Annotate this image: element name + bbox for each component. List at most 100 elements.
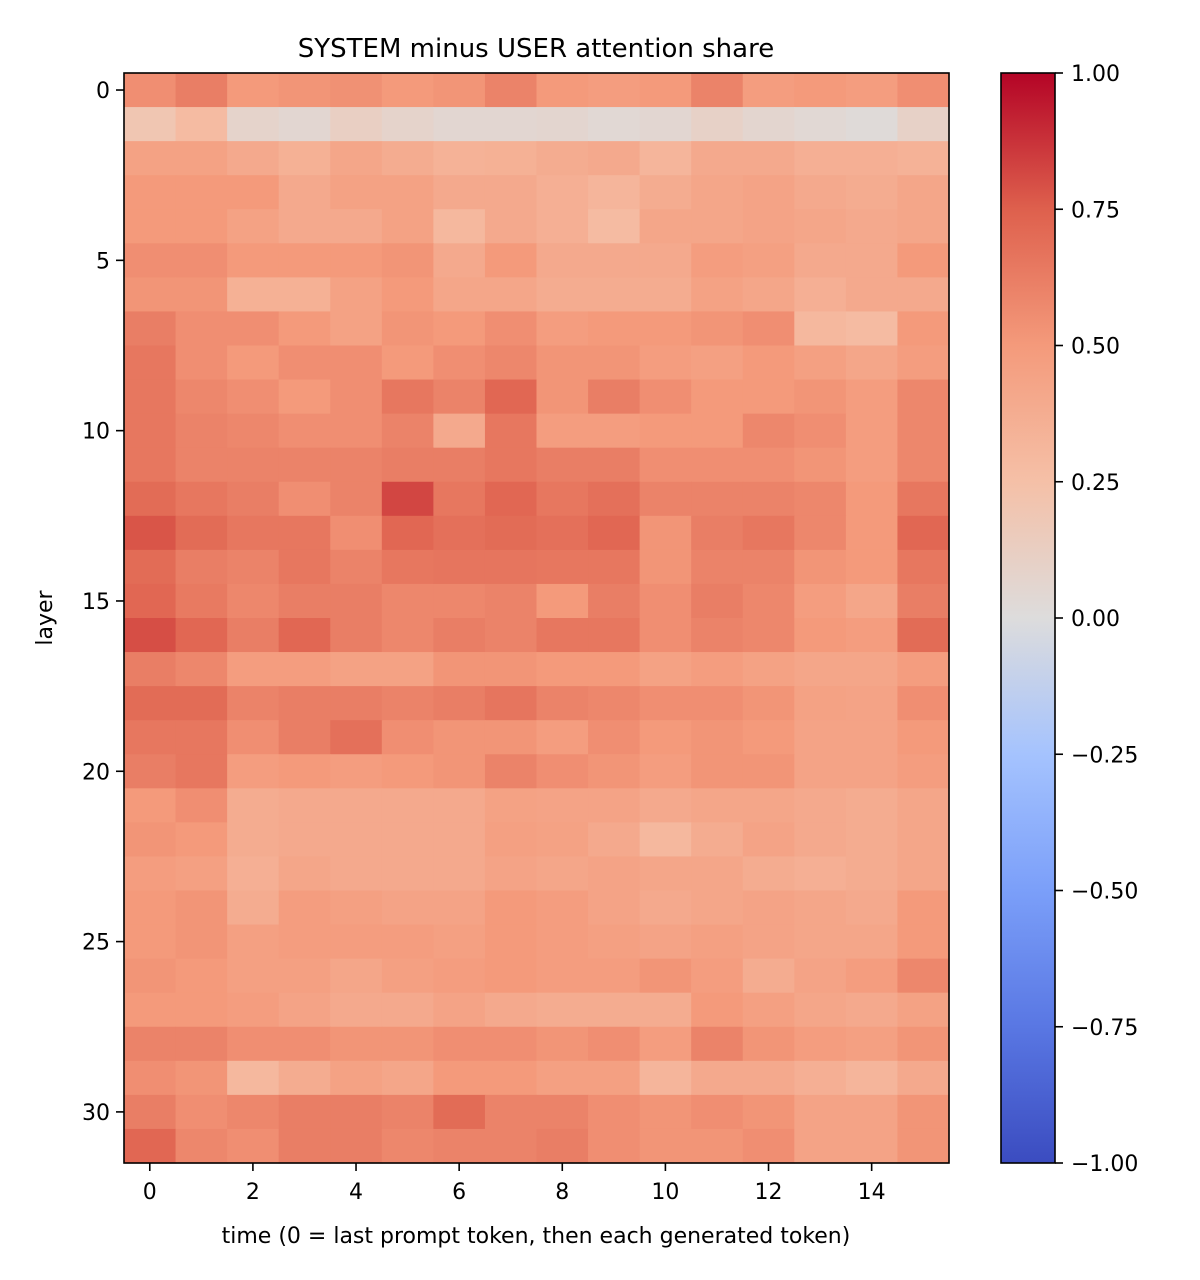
- heatmap-cell: [897, 141, 950, 176]
- heatmap-cell: [433, 822, 486, 858]
- heatmap-cell: [794, 856, 847, 892]
- heatmap-cell: [897, 481, 950, 517]
- heatmap-cell: [484, 413, 538, 449]
- heatmap-cell: [484, 209, 538, 244]
- heatmap-cell: [897, 958, 950, 994]
- heatmap-cell: [278, 788, 331, 823]
- heatmap-cell: [330, 209, 383, 244]
- heatmap-cell: [691, 652, 744, 687]
- heatmap-cell: [691, 686, 744, 721]
- heatmap-cell: [124, 890, 177, 926]
- heatmap-cell: [691, 107, 744, 142]
- heatmap-cell: [227, 890, 280, 926]
- heatmap-cell: [227, 209, 280, 244]
- heatmap-cell: [124, 1060, 177, 1096]
- heatmap-cell: [639, 720, 692, 755]
- x-tick-label: 8: [555, 1180, 569, 1205]
- heatmap-cell: [278, 243, 331, 278]
- heatmap-cell: [330, 720, 383, 755]
- heatmap-cell: [742, 618, 795, 653]
- heatmap-cell: [639, 481, 692, 517]
- heatmap-cell: [330, 413, 383, 449]
- heatmap-cell: [588, 1094, 641, 1130]
- heatmap-cell: [845, 754, 899, 789]
- heatmap-cell: [278, 720, 331, 755]
- heatmap-cell: [124, 856, 177, 892]
- heatmap-cell: [381, 1094, 434, 1130]
- heatmap-cell: [794, 481, 847, 517]
- heatmap-cell: [536, 243, 589, 278]
- heatmap-cell: [124, 277, 177, 313]
- heatmap-cell: [278, 583, 331, 619]
- heatmap-cell: [691, 1094, 744, 1130]
- heatmap-cell: [124, 686, 177, 721]
- chart-title: SYSTEM minus USER attention share: [298, 34, 774, 64]
- y-tick-label: 15: [82, 590, 110, 615]
- heatmap-cell: [639, 924, 692, 960]
- heatmap-cell: [794, 277, 847, 313]
- heatmap-cell: [124, 447, 177, 483]
- heatmap-cell: [639, 618, 692, 653]
- heatmap-cell: [794, 107, 847, 142]
- heatmap-cell: [639, 822, 692, 858]
- heatmap-cell: [433, 345, 486, 381]
- heatmap-cell: [433, 73, 486, 108]
- heatmap-cell: [124, 1128, 177, 1164]
- heatmap-cell: [330, 549, 383, 585]
- heatmap-cell: [330, 1094, 383, 1130]
- heatmap-cell: [897, 583, 950, 619]
- heatmap-cell: [691, 822, 744, 858]
- heatmap-cell: [897, 788, 950, 823]
- heatmap-cell: [278, 413, 331, 449]
- heatmap-cell: [175, 107, 228, 142]
- heatmap-cell: [588, 754, 641, 789]
- heatmap-cell: [639, 1026, 692, 1062]
- heatmap-cell: [794, 345, 847, 381]
- heatmap-cell: [536, 754, 589, 789]
- heatmap-cell: [175, 958, 228, 994]
- heatmap-cell: [845, 141, 899, 176]
- heatmap-cell: [691, 618, 744, 653]
- heatmap-cell: [433, 788, 486, 823]
- heatmap-cell: [794, 686, 847, 721]
- heatmap-cell: [588, 345, 641, 381]
- heatmap-cell: [484, 822, 538, 858]
- x-tick-label: 10: [651, 1180, 679, 1205]
- heatmap-cell: [381, 890, 434, 926]
- heatmap-cell: [536, 277, 589, 313]
- heatmap-cell: [845, 243, 899, 278]
- heatmap-cell: [691, 1026, 744, 1062]
- heatmap-cell: [381, 618, 434, 653]
- heatmap-cell: [742, 345, 795, 381]
- heatmap-cell: [536, 73, 589, 108]
- heatmap-cell: [227, 583, 280, 619]
- heatmap-cell: [536, 1026, 589, 1062]
- x-tick-label: 12: [755, 1180, 783, 1205]
- heatmap-cell: [845, 1060, 899, 1096]
- heatmap-cell: [639, 413, 692, 449]
- heatmap-cell: [330, 822, 383, 858]
- heatmap-cell: [845, 958, 899, 994]
- heatmap-cell: [897, 822, 950, 858]
- heatmap-cell: [330, 686, 383, 721]
- heatmap-cell: [691, 856, 744, 892]
- heatmap-cell: [227, 754, 280, 789]
- heatmap-cell: [330, 243, 383, 278]
- heatmap-cell: [227, 413, 280, 449]
- heatmap-cell: [124, 822, 177, 858]
- heatmap-cell: [278, 311, 331, 347]
- heatmap-cell: [175, 890, 228, 926]
- heatmap-cell: [794, 1128, 847, 1164]
- heatmap-cell: [433, 924, 486, 960]
- colorbar: [1000, 72, 1056, 1164]
- heatmap-cell: [691, 73, 744, 108]
- heatmap-cell: [433, 209, 486, 244]
- heatmap-cell: [278, 618, 331, 653]
- heatmap-cell: [381, 1060, 434, 1096]
- heatmap-cell: [794, 515, 847, 551]
- heatmap-cell: [175, 822, 228, 858]
- heatmap-cell: [227, 345, 280, 381]
- heatmap-cell: [227, 311, 280, 347]
- heatmap-cell: [536, 447, 589, 483]
